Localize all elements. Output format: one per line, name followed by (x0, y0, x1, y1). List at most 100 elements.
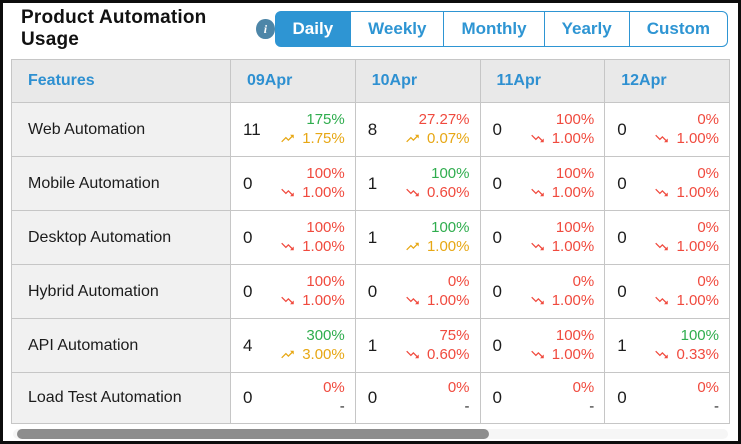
percent-value: 0% (447, 379, 470, 397)
delta-value: 1.00% (302, 237, 345, 255)
count-value: 1 (367, 173, 378, 193)
tab-daily[interactable]: Daily (274, 11, 352, 47)
tab-monthly[interactable]: Monthly (444, 11, 545, 47)
count-value: 0 (367, 388, 378, 407)
data-cell: 0 0% - (604, 373, 729, 423)
percent-value: 0% (323, 379, 345, 397)
column-header-12apr: 12Apr (604, 60, 729, 102)
count-value: 0 (492, 335, 502, 355)
delta-value: 0.33% (676, 345, 719, 363)
data-cell: 0 0% - (354, 373, 480, 423)
delta-value: 1.00% (676, 291, 719, 309)
cell-stats: 100% 1.00% (527, 326, 595, 365)
cell-stats: 0% 1.00% (651, 219, 719, 257)
count-value: 0 (492, 173, 502, 193)
percent-value: 100% (306, 218, 345, 236)
table-row: API Automation 4 300% 3.00% 1 75% 0.60% … (12, 319, 729, 373)
percent-value: 100% (555, 164, 595, 182)
percent-value: 27.27% (418, 110, 470, 128)
trend-up-icon (406, 243, 419, 251)
table-row: Load Test Automation 0 0% - 0 0% - 0 0% (12, 373, 729, 423)
count-value: 0 (492, 119, 502, 139)
delta-row: 1.00% (527, 237, 595, 257)
percent-value: 300% (306, 326, 345, 344)
delta-value: - (714, 398, 719, 415)
delta-value: 0.60% (426, 183, 470, 201)
delta-value: - (339, 398, 345, 415)
count-value: 0 (617, 388, 627, 407)
cell-stats: 100% 1.00% (277, 219, 345, 257)
delta-row: 1.00% (277, 238, 345, 257)
percent-value: 100% (555, 110, 595, 128)
cell-stats: 100% 1.00% (527, 219, 595, 257)
delta-value: 1.00% (551, 129, 595, 147)
data-cell: 1 100% 0.33% (604, 319, 729, 372)
feature-name: Web Automation (12, 103, 230, 156)
delta-row: 1.00% (277, 292, 345, 311)
delta-row: - (340, 398, 345, 417)
data-cell: 0 0% 1.00% (604, 103, 729, 156)
count-value: 1 (367, 227, 378, 247)
percent-value: 0% (697, 218, 719, 236)
percent-value: 0% (697, 272, 719, 290)
count-value: 0 (617, 227, 627, 247)
cell-stats: 75% 0.60% (402, 327, 470, 365)
delta-value: 1.00% (676, 237, 719, 255)
cell-stats: 0% - (573, 379, 595, 417)
delta-value: - (464, 398, 470, 415)
feature-name: Mobile Automation (12, 157, 230, 210)
count-value: 4 (243, 335, 253, 355)
delta-row: - (589, 398, 594, 417)
percent-value: 100% (555, 326, 595, 344)
delta-row: 1.75% (277, 130, 345, 149)
count-value: 1 (367, 335, 378, 355)
delta-row: 0.33% (651, 346, 719, 365)
scrollbar-thumb[interactable] (17, 429, 489, 439)
percent-value: 100% (680, 326, 719, 344)
tab-yearly[interactable]: Yearly (544, 11, 630, 47)
trend-down-icon (281, 243, 294, 251)
delta-value: 0.60% (426, 345, 470, 363)
cell-stats: 300% 3.00% (277, 327, 345, 365)
delta-row: 0.60% (402, 346, 470, 365)
cell-stats: 0% 1.00% (527, 273, 595, 311)
delta-row: 1.00% (277, 184, 345, 203)
table-body: Web Automation 11 175% 1.75% 8 27.27% 0.… (12, 103, 729, 423)
delta-value: 1.75% (302, 129, 345, 147)
tab-custom[interactable]: Custom (629, 11, 728, 47)
cell-stats: 100% 0.33% (651, 327, 719, 365)
trend-down-icon (406, 297, 419, 305)
percent-value: 100% (306, 272, 345, 290)
cell-stats: 100% 1.00% (277, 165, 345, 203)
percent-value: 0% (697, 379, 719, 397)
cell-stats: 0% - (448, 379, 470, 417)
cell-stats: 175% 1.75% (277, 111, 345, 149)
tab-group: Daily Weekly Monthly Yearly Custom (274, 11, 728, 47)
column-header-09apr: 09Apr (230, 60, 355, 102)
info-icon[interactable]: i (256, 19, 275, 39)
trend-down-icon (530, 243, 544, 251)
percent-value: 0% (572, 379, 595, 397)
delta-row: 1.00% (651, 238, 719, 257)
trend-down-icon (281, 189, 294, 197)
count-value: 0 (243, 281, 253, 301)
delta-row: 1.00% (527, 291, 595, 311)
tab-weekly[interactable]: Weekly (351, 11, 445, 47)
count-value: 11 (243, 119, 261, 139)
delta-row: 1.00% (527, 346, 594, 365)
horizontal-scrollbar[interactable] (13, 429, 728, 439)
delta-value: 1.00% (551, 183, 595, 201)
data-cell: 0 100% 1.00% (230, 157, 355, 210)
delta-value: 1.00% (551, 291, 595, 309)
delta-value: 1.00% (426, 237, 470, 255)
percent-value: 100% (306, 164, 345, 182)
delta-row: 3.00% (277, 346, 345, 365)
count-value: 8 (367, 119, 378, 139)
trend-down-icon (530, 135, 544, 143)
data-cell: 0 100% 1.00% (479, 157, 605, 210)
data-cell: 0 0% 1.00% (604, 157, 729, 210)
delta-value: 1.00% (551, 237, 595, 255)
delta-value: - (589, 398, 595, 415)
column-header-features: Features (28, 72, 95, 89)
data-cell: 0 0% 1.00% (479, 265, 605, 318)
